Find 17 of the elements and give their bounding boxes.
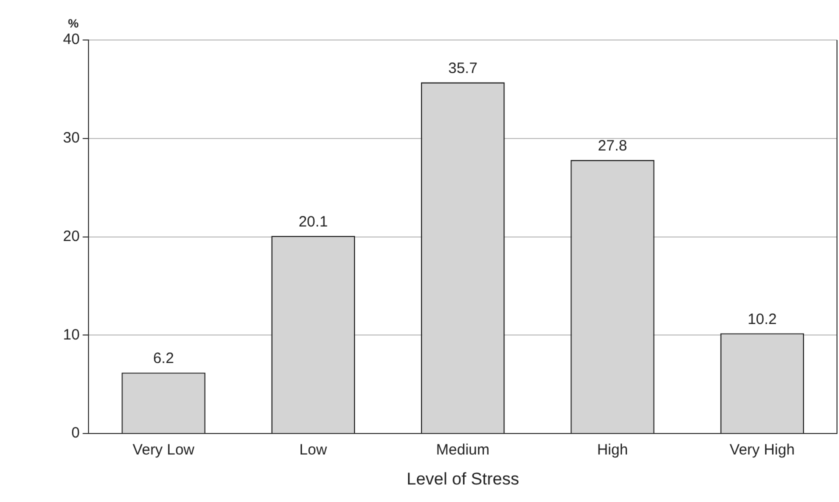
data-label: 35.7 [448, 60, 478, 77]
data-label: 20.1 [298, 213, 328, 230]
y-axis-title: % [68, 16, 79, 30]
y-tick-label: 20 [62, 228, 80, 245]
x-tick-label: Medium [436, 442, 490, 459]
y-tick-label: 0 [71, 424, 80, 442]
x-axis-title: Level of Stress [406, 469, 520, 488]
x-tick-label: Very Low [132, 442, 195, 459]
y-tick-label: 30 [62, 130, 80, 147]
data-label: 10.2 [748, 310, 777, 328]
data-label: 27.8 [598, 138, 628, 155]
y-tick-label: 10 [62, 326, 80, 344]
y-tick-label: 40 [62, 31, 80, 48]
x-tick-label: Low [299, 442, 328, 459]
x-tick-label: Very High [730, 442, 795, 459]
x-tick-label: High [597, 442, 628, 459]
data-label: 6.2 [153, 350, 174, 368]
